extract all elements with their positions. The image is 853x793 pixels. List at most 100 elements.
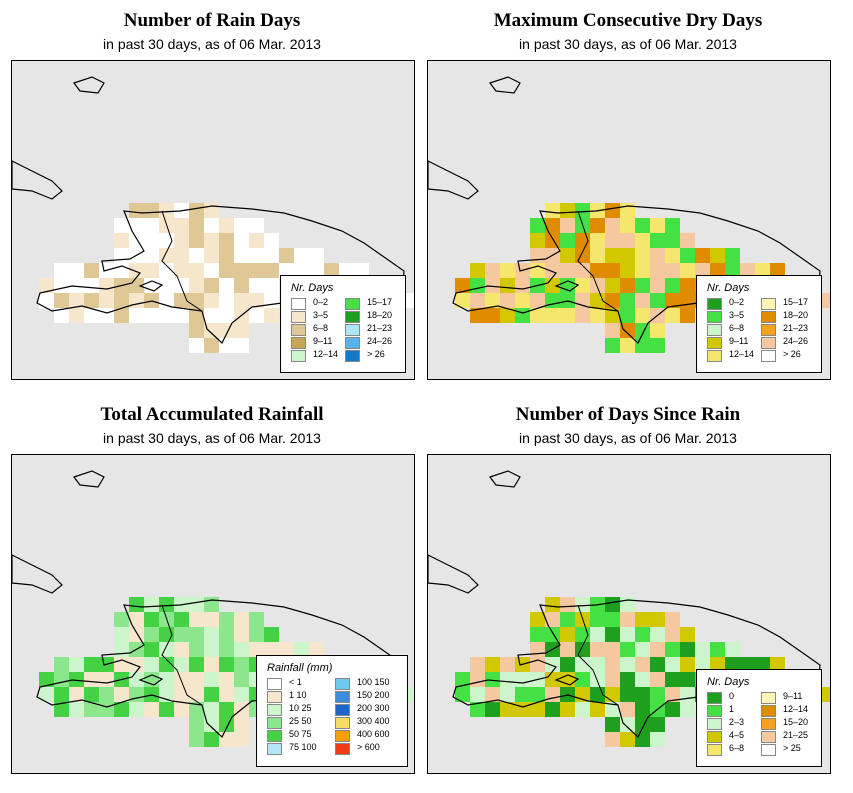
grid-cell: [189, 702, 204, 717]
grid-cell: [665, 218, 680, 233]
grid-cell: [204, 717, 219, 732]
grid-cell: [560, 642, 575, 657]
grid-cell: [189, 203, 204, 218]
grid-cell: [680, 233, 695, 248]
gonave-coastline: [138, 280, 164, 292]
grid-cell: [309, 263, 324, 278]
legend-label: 2–3: [729, 717, 745, 727]
grid-cell: [650, 263, 665, 278]
grid-cell: [204, 263, 219, 278]
legend-title: Nr. Days: [707, 282, 750, 294]
legend-swatch: [707, 692, 722, 704]
legend-label: 10 25: [289, 703, 312, 713]
grid-cell: [725, 657, 740, 672]
grid-cell: [354, 263, 369, 278]
grid-cell: [605, 248, 620, 263]
legend-item: 12–14: [761, 704, 830, 717]
legend-swatch: [335, 678, 350, 690]
haiti-dr-border: [161, 604, 203, 706]
grid-cell: [279, 248, 294, 263]
grid-cell: [575, 308, 590, 323]
grid-cell: [144, 612, 159, 627]
legend-swatch: [345, 350, 360, 362]
grid-cell: [605, 732, 620, 747]
grid-cell: [605, 717, 620, 732]
grid-cell: [339, 263, 354, 278]
grid-cell: [605, 218, 620, 233]
grid-cell: [234, 278, 249, 293]
grid-cell: [54, 293, 69, 308]
hispaniola-coastline: [36, 205, 405, 344]
panel-subtitle: in past 30 days, as of 06 Mar. 2013: [103, 36, 321, 52]
panel-subtitle: in past 30 days, as of 06 Mar. 2013: [519, 36, 737, 52]
grid-cell: [620, 642, 635, 657]
grid-cell: [129, 308, 144, 323]
grid-cell: [500, 293, 515, 308]
grid-cell: [129, 597, 144, 612]
grid-cell: [590, 248, 605, 263]
grid-cell: [740, 657, 755, 672]
grid-cell: [560, 218, 575, 233]
grid-cell: [650, 612, 665, 627]
grid-cell: [219, 233, 234, 248]
legend-label: 18–20: [783, 310, 809, 320]
grid-cell: [605, 597, 620, 612]
grid-cell: [620, 597, 635, 612]
grid-cell: [605, 233, 620, 248]
grid-cell: [635, 657, 650, 672]
grid-cell: [189, 338, 204, 353]
grid-cell: [204, 687, 219, 702]
grid-cell: [189, 278, 204, 293]
legend-swatch: [761, 731, 776, 743]
grid-cell: [204, 597, 219, 612]
grid-cell: [530, 218, 545, 233]
grid-cell: [575, 278, 590, 293]
grid-cell: [114, 657, 129, 672]
inagua-coastline: [73, 470, 105, 488]
grid-cell: [695, 642, 710, 657]
grid-cell: [575, 672, 590, 687]
grid-cell: [635, 627, 650, 642]
grid-cell: [470, 657, 485, 672]
grid-cell: [69, 293, 84, 308]
legend-item: 6–8: [291, 323, 381, 336]
grid-cell: [665, 627, 680, 642]
grid-cell: [620, 732, 635, 747]
grid-cell: [755, 263, 770, 278]
grid-cell: [620, 308, 635, 323]
hispaniola-map: [428, 76, 830, 353]
legend-label: 15–20: [783, 717, 809, 727]
legend-label: 300 400: [357, 716, 390, 726]
grid-cell: [650, 278, 665, 293]
grid-cell: [650, 732, 665, 747]
grid-cell: [590, 263, 605, 278]
grid-cell: [605, 672, 620, 687]
grid-cell: [174, 278, 189, 293]
grid-cell: [665, 233, 680, 248]
grid-cell: [219, 248, 234, 263]
grid-cell: [174, 248, 189, 263]
grid-cell: [560, 597, 575, 612]
grid-cell: [204, 338, 219, 353]
legend-swatch: [267, 691, 282, 703]
grid-cell: [605, 263, 620, 278]
legend-label: 15–17: [783, 297, 809, 307]
grid-cell: [159, 657, 174, 672]
grid-cell: [204, 203, 219, 218]
legend-item: 18–20: [345, 310, 414, 323]
grid-cell: [560, 203, 575, 218]
grid-cell: [144, 203, 159, 218]
grid-cell: [680, 627, 695, 642]
grid-cell: [530, 263, 545, 278]
grid-cell: [470, 672, 485, 687]
legend-item: 25 50: [267, 716, 357, 729]
grid-cell: [189, 672, 204, 687]
grid-cell: [650, 323, 665, 338]
grid-cell: [620, 218, 635, 233]
grid-cell: [234, 657, 249, 672]
grid-cell: [590, 233, 605, 248]
grid-cell: [189, 233, 204, 248]
rainfall-panel: Total Accumulated Rainfall in past 30 da…: [8, 394, 416, 784]
legend-item: 12–14: [707, 349, 797, 362]
legend-item: 24–26: [345, 336, 414, 349]
